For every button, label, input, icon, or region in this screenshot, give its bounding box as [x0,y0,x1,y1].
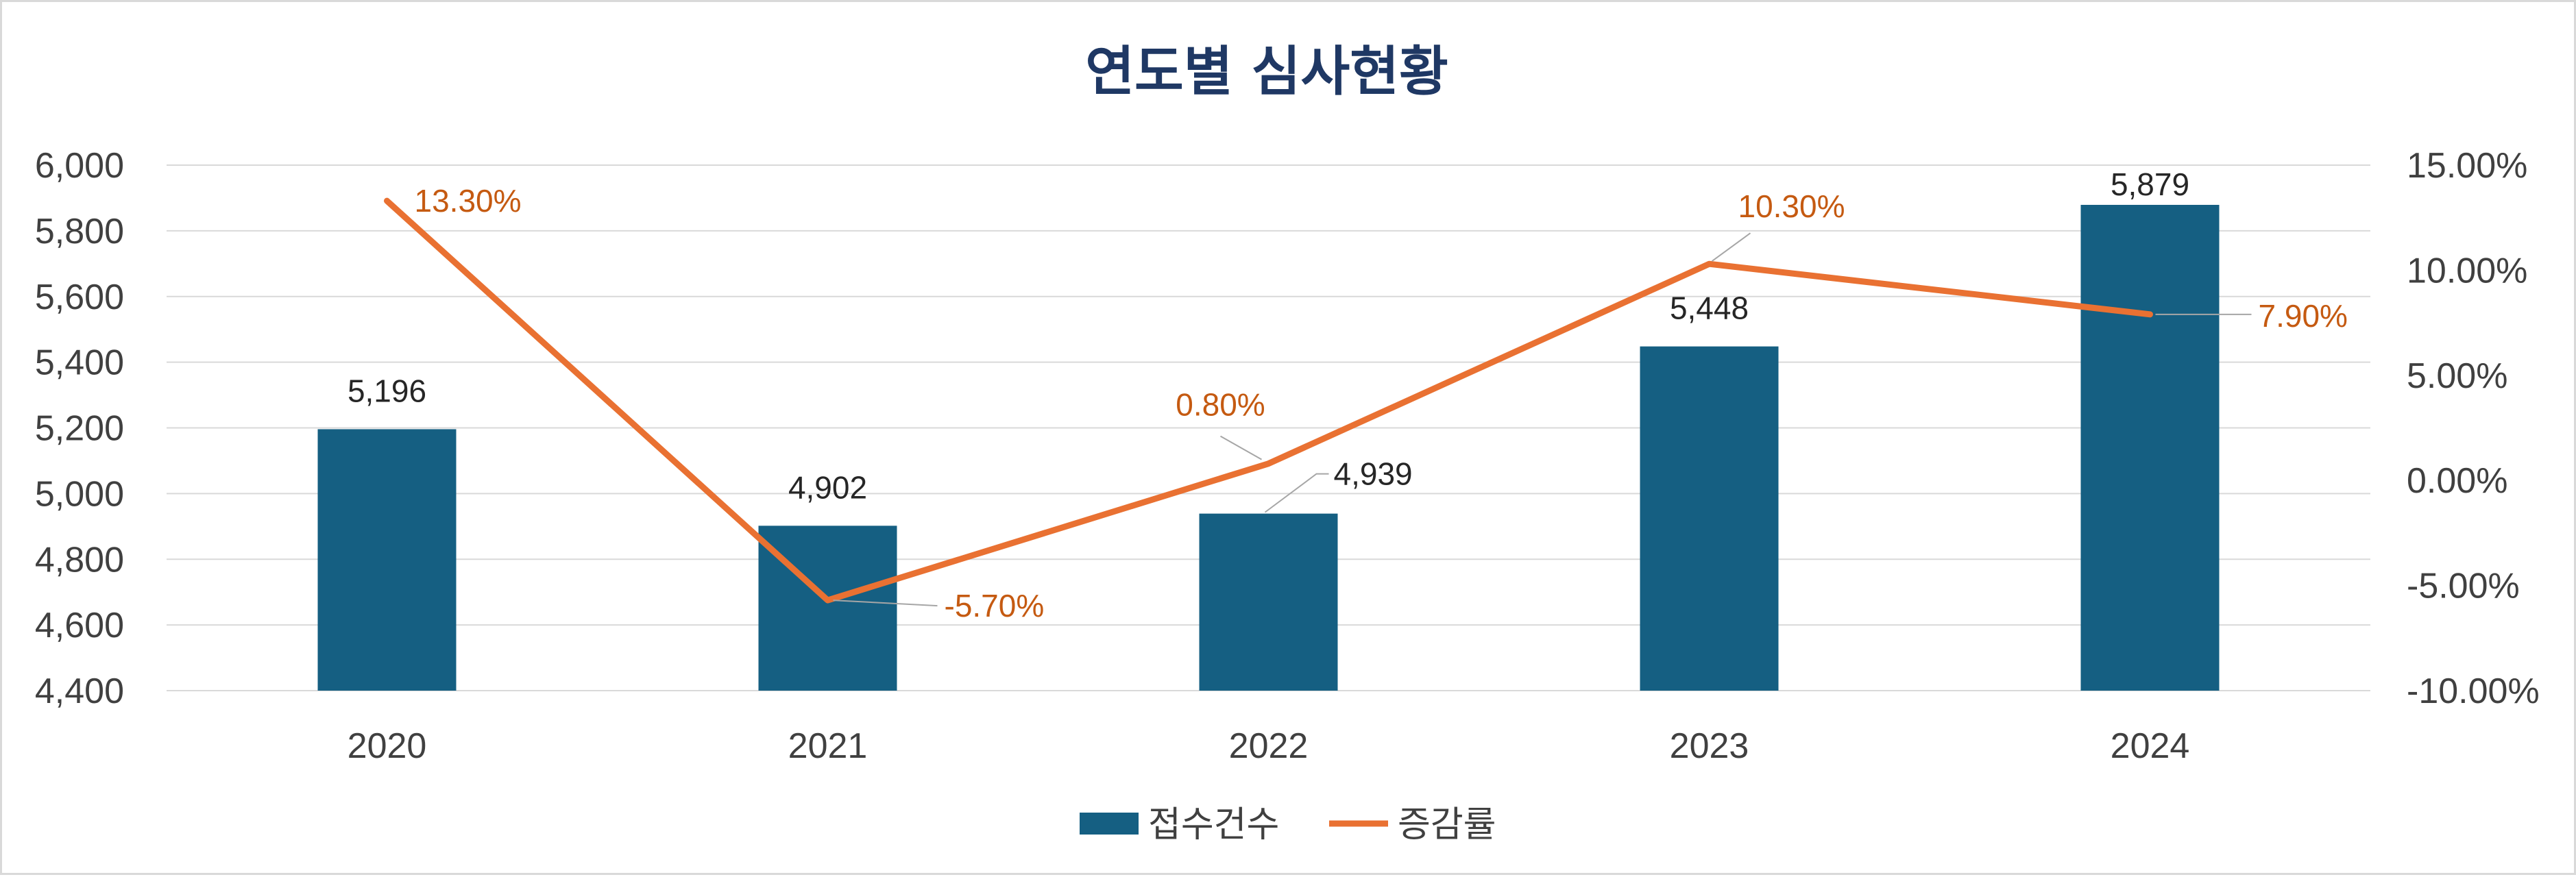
line-point-2022 [1266,461,1271,466]
y-left-tick-label: 5,400 [35,343,124,383]
bar-2021 [758,526,897,691]
line-data-label: 0.80% [1176,387,1265,423]
y-right-tick-label: 15.00% [2407,146,2527,186]
y-left-tick-label: 4,400 [35,671,124,711]
line-label-leader [1711,232,1751,262]
bar-2023 [1640,346,1779,691]
y-right-tick-label: 10.00% [2407,251,2527,291]
line-data-label: 10.30% [1738,188,1845,224]
line-label-leader [1220,435,1262,460]
y-left-tick-label: 5,800 [35,212,124,251]
legend-swatch-접수건수 [1080,813,1139,835]
y-right-tick-label: 5.00% [2407,356,2507,396]
y-left-tick-label: 5,000 [35,474,124,514]
y-left-tick-label: 5,600 [35,277,124,317]
bar-2022 [1199,513,1338,691]
bar-label-leader [1264,473,1329,513]
legend: 접수건수 증감률 [1080,804,1496,845]
bar-2024 [2080,205,2220,691]
x-tick-label: 2020 [348,726,427,766]
bar-data-label: 5,196 [348,373,426,408]
x-tick-label: 2022 [1229,726,1309,766]
legend-label: 증감률 [1398,804,1496,845]
y-right-tick-label: -5.00% [2407,567,2520,606]
bar-2020 [317,429,457,691]
line-series [384,197,2153,604]
x-tick-label: 2024 [2111,726,2190,766]
bar-series [317,205,2220,691]
bar-data-label: 4,939 [1334,456,1413,492]
data-labels: 5,196 4,902 4,939 5,448 5,879 13.30% -5.70% 0.8… [348,166,2348,623]
bar-data-label: 4,902 [788,469,867,505]
bar-data-label: 5,879 [2111,166,2189,202]
line-data-label: -5.70% [945,588,1045,623]
bar-data-label: 5,448 [1670,291,1749,326]
x-tick-label: 2021 [788,726,868,766]
right-axis: -10.00% -5.00% 0.00% 5.00% 10.00% 15.00% [2407,146,2540,711]
line-point-2020 [385,199,389,203]
line-data-label: 13.30% [415,183,522,219]
line-point-2023 [1707,262,1712,267]
line-point-2024 [2148,312,2152,317]
left-axis: 4,400 4,600 4,800 5,000 5,200 5,400 5,600 5,800… [35,146,124,711]
y-left-tick-label: 4,800 [35,540,124,580]
y-right-tick-label: -10.00% [2407,671,2540,711]
line-data-label: 7.90% [2259,298,2348,334]
legend-label: 접수건수 [1148,804,1279,845]
gridlines [167,164,2370,691]
y-left-tick-label: 6,000 [35,146,124,186]
y-left-tick-label: 4,600 [35,606,124,645]
x-tick-label: 2023 [1670,726,1749,766]
chart-title: 연도별 심사현황 [1085,41,1448,103]
line-label-leader [833,600,938,607]
y-right-tick-label: 0.00% [2407,461,2507,501]
line-point-2021 [825,598,830,603]
x-axis: 2020 2021 2022 2023 2024 [348,726,2190,766]
y-left-tick-label: 5,200 [35,409,124,449]
